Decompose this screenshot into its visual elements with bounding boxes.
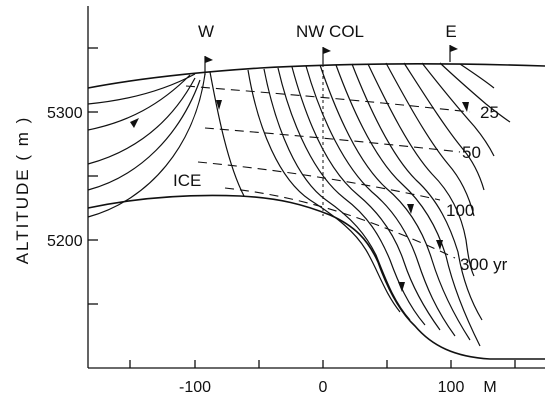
region-label-ice: ICE (173, 171, 201, 190)
x-tick-label-100: 100 (438, 379, 465, 396)
arrow-mid-2 (436, 240, 443, 250)
arrow-ice-flow (216, 100, 222, 110)
y-tick-label-5300: 5300 (47, 105, 83, 122)
flag-e-icon (450, 45, 458, 52)
isochrone-25 (185, 85, 471, 113)
isochrone-label-300: 300 yr (460, 255, 508, 274)
isochrone-label-50: 50 (462, 143, 481, 162)
site-flags (204, 45, 458, 75)
arrow-mid-3 (398, 282, 405, 292)
flag-col-icon (323, 47, 331, 54)
arrow-right-1 (462, 102, 469, 112)
flag-w-icon (205, 56, 213, 63)
site-label-west: W (198, 22, 214, 41)
isochrone-label-100: 100 (446, 201, 474, 220)
x-unit-label: M (483, 379, 496, 396)
isochrone-300 (224, 187, 456, 259)
y-axis-label: ALTITUDE ( m ) (13, 116, 32, 265)
site-label-nw-col: NW COL (296, 22, 364, 41)
x-tick-label-0: 0 (319, 379, 328, 396)
x-tick-label-minus-100: -100 (179, 379, 211, 396)
ice-surface-line (87, 63, 546, 89)
y-tick-label-5200: 5200 (47, 233, 83, 250)
bedrock-line (87, 194, 545, 360)
isochrone-label-25: 25 (480, 103, 499, 122)
site-label-east: E (445, 22, 456, 41)
arrow-left-flow (130, 118, 139, 128)
isochrone-50 (204, 127, 461, 153)
flow-arrows (130, 100, 469, 292)
plot-frame (87, 6, 545, 369)
isochrone-lines (185, 85, 471, 259)
isochrone-100 (197, 161, 441, 201)
arrow-mid-1 (407, 204, 414, 214)
left-flow-lines (87, 73, 206, 218)
